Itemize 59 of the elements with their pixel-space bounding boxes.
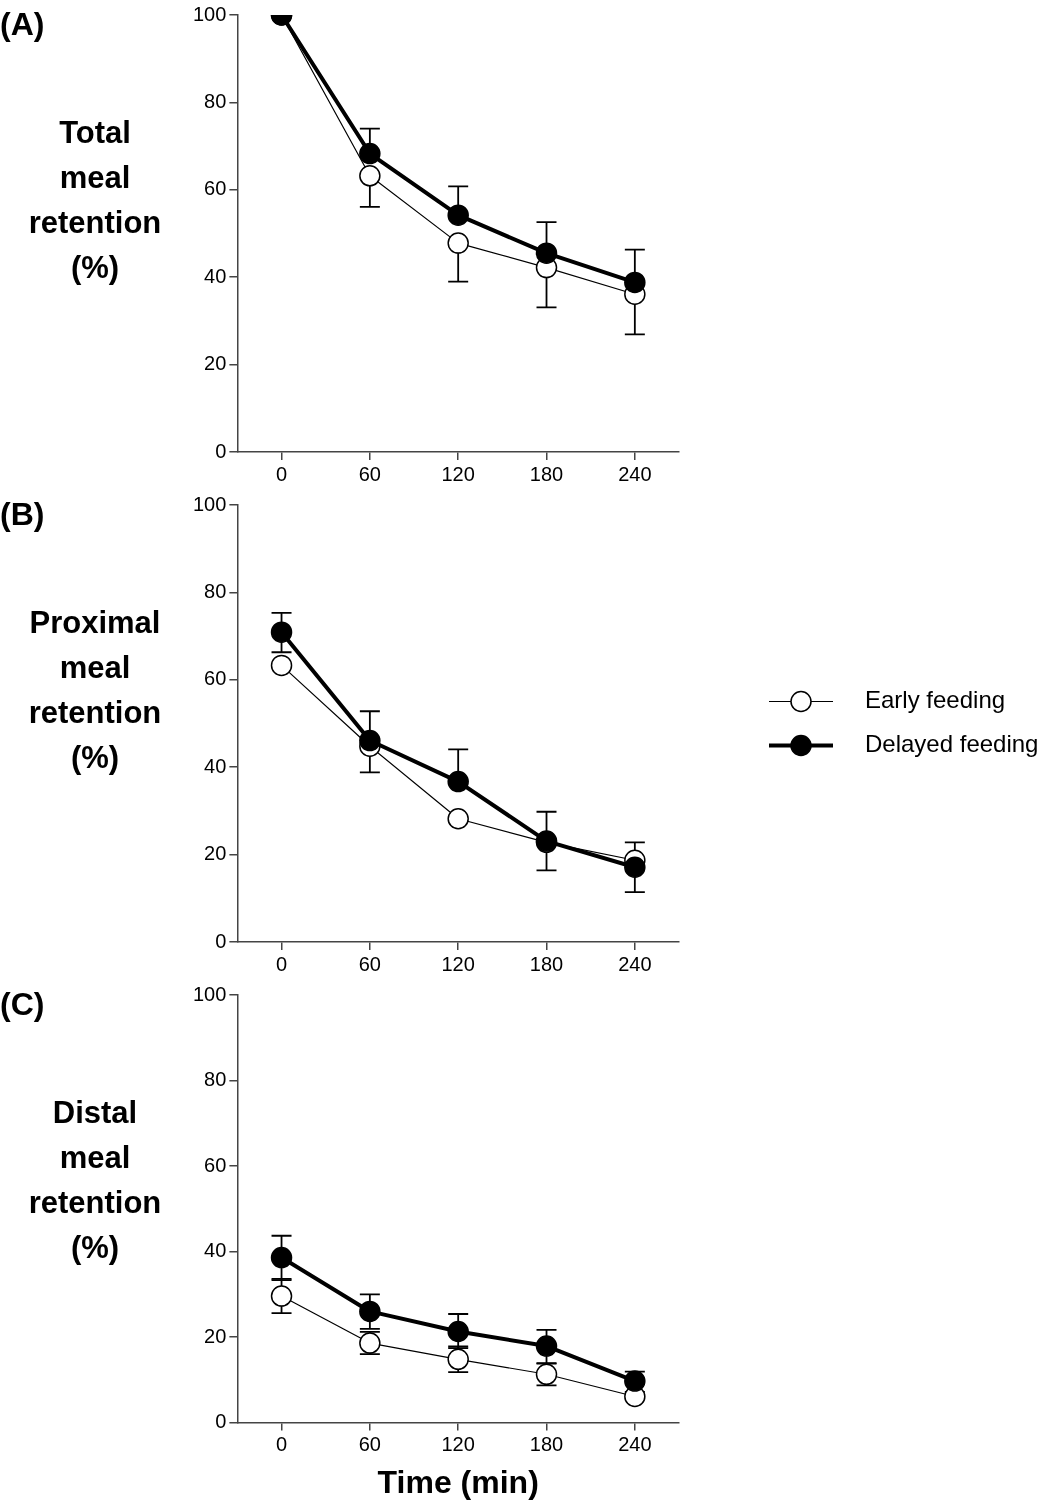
x-tick-label: 60: [358, 952, 381, 975]
x-tick-label: 0: [275, 1433, 288, 1456]
x-tick-label: 0: [275, 952, 288, 975]
y-tick-label: 80: [204, 89, 227, 112]
y-tick-label: 0: [215, 1410, 227, 1433]
x-tick-label: 180: [529, 952, 564, 975]
point: [535, 242, 558, 264]
point: [270, 621, 293, 643]
x-tick-label: 240: [618, 952, 652, 975]
x-tick-label: 60: [358, 462, 381, 485]
point: [447, 1320, 469, 1343]
x-tick-label: 120: [441, 952, 475, 975]
point: [624, 856, 646, 879]
y-tick-label: 80: [204, 579, 227, 602]
y-tick-label: 60: [204, 177, 227, 200]
legend-label: Early feeding: [865, 686, 1006, 714]
y-tick-label: 0: [215, 439, 227, 462]
point: [359, 142, 381, 165]
y-axis-title: Total meal retention (%): [27, 114, 163, 287]
point: [447, 204, 469, 226]
point: [359, 165, 381, 187]
y-axis-title: Proximal meal retention (%): [27, 604, 163, 777]
y-tick-label: 100: [192, 2, 227, 25]
point: [270, 1246, 293, 1269]
point: [447, 770, 469, 793]
y-tick-label: 80: [204, 1068, 227, 1091]
y-tick-label: 40: [204, 264, 227, 287]
y-tick-label: 20: [204, 352, 227, 375]
y-tick-label: 100: [192, 982, 227, 1005]
point: [447, 808, 469, 830]
x-tick-label: 180: [529, 1433, 564, 1456]
point: [359, 1300, 381, 1323]
point: [624, 271, 646, 294]
y-tick-label: 100: [192, 492, 227, 515]
x-tick-label: 120: [441, 462, 475, 485]
x-tick-label: 0: [275, 462, 288, 485]
x-tick-label: 240: [618, 462, 652, 485]
point: [270, 1285, 293, 1307]
x-tick-label: 180: [529, 462, 564, 485]
legend-label: Delayed feeding: [865, 730, 1039, 758]
point: [359, 729, 381, 752]
y-tick-label: 40: [204, 754, 227, 777]
chart-title: (B): [0, 496, 45, 533]
y-tick-label: 60: [204, 667, 227, 690]
x-tick-label: 120: [441, 1433, 475, 1456]
y-tick-label: 0: [215, 929, 227, 952]
y-axis-title: Distal meal retention (%): [27, 1094, 163, 1267]
y-tick-label: 20: [204, 1324, 227, 1347]
chart-title: (A): [0, 6, 45, 43]
point: [535, 1335, 558, 1357]
point: [447, 232, 469, 254]
y-tick-label: 60: [204, 1153, 227, 1176]
x-tick-label: 240: [618, 1433, 652, 1456]
chart-title: (C): [0, 986, 45, 1023]
y-tick-label: 20: [204, 842, 227, 865]
x-axis-title: Time (min): [377, 1463, 539, 1500]
x-tick-label: 60: [358, 1433, 381, 1456]
point: [270, 654, 293, 677]
y-tick-label: 40: [204, 1239, 227, 1262]
